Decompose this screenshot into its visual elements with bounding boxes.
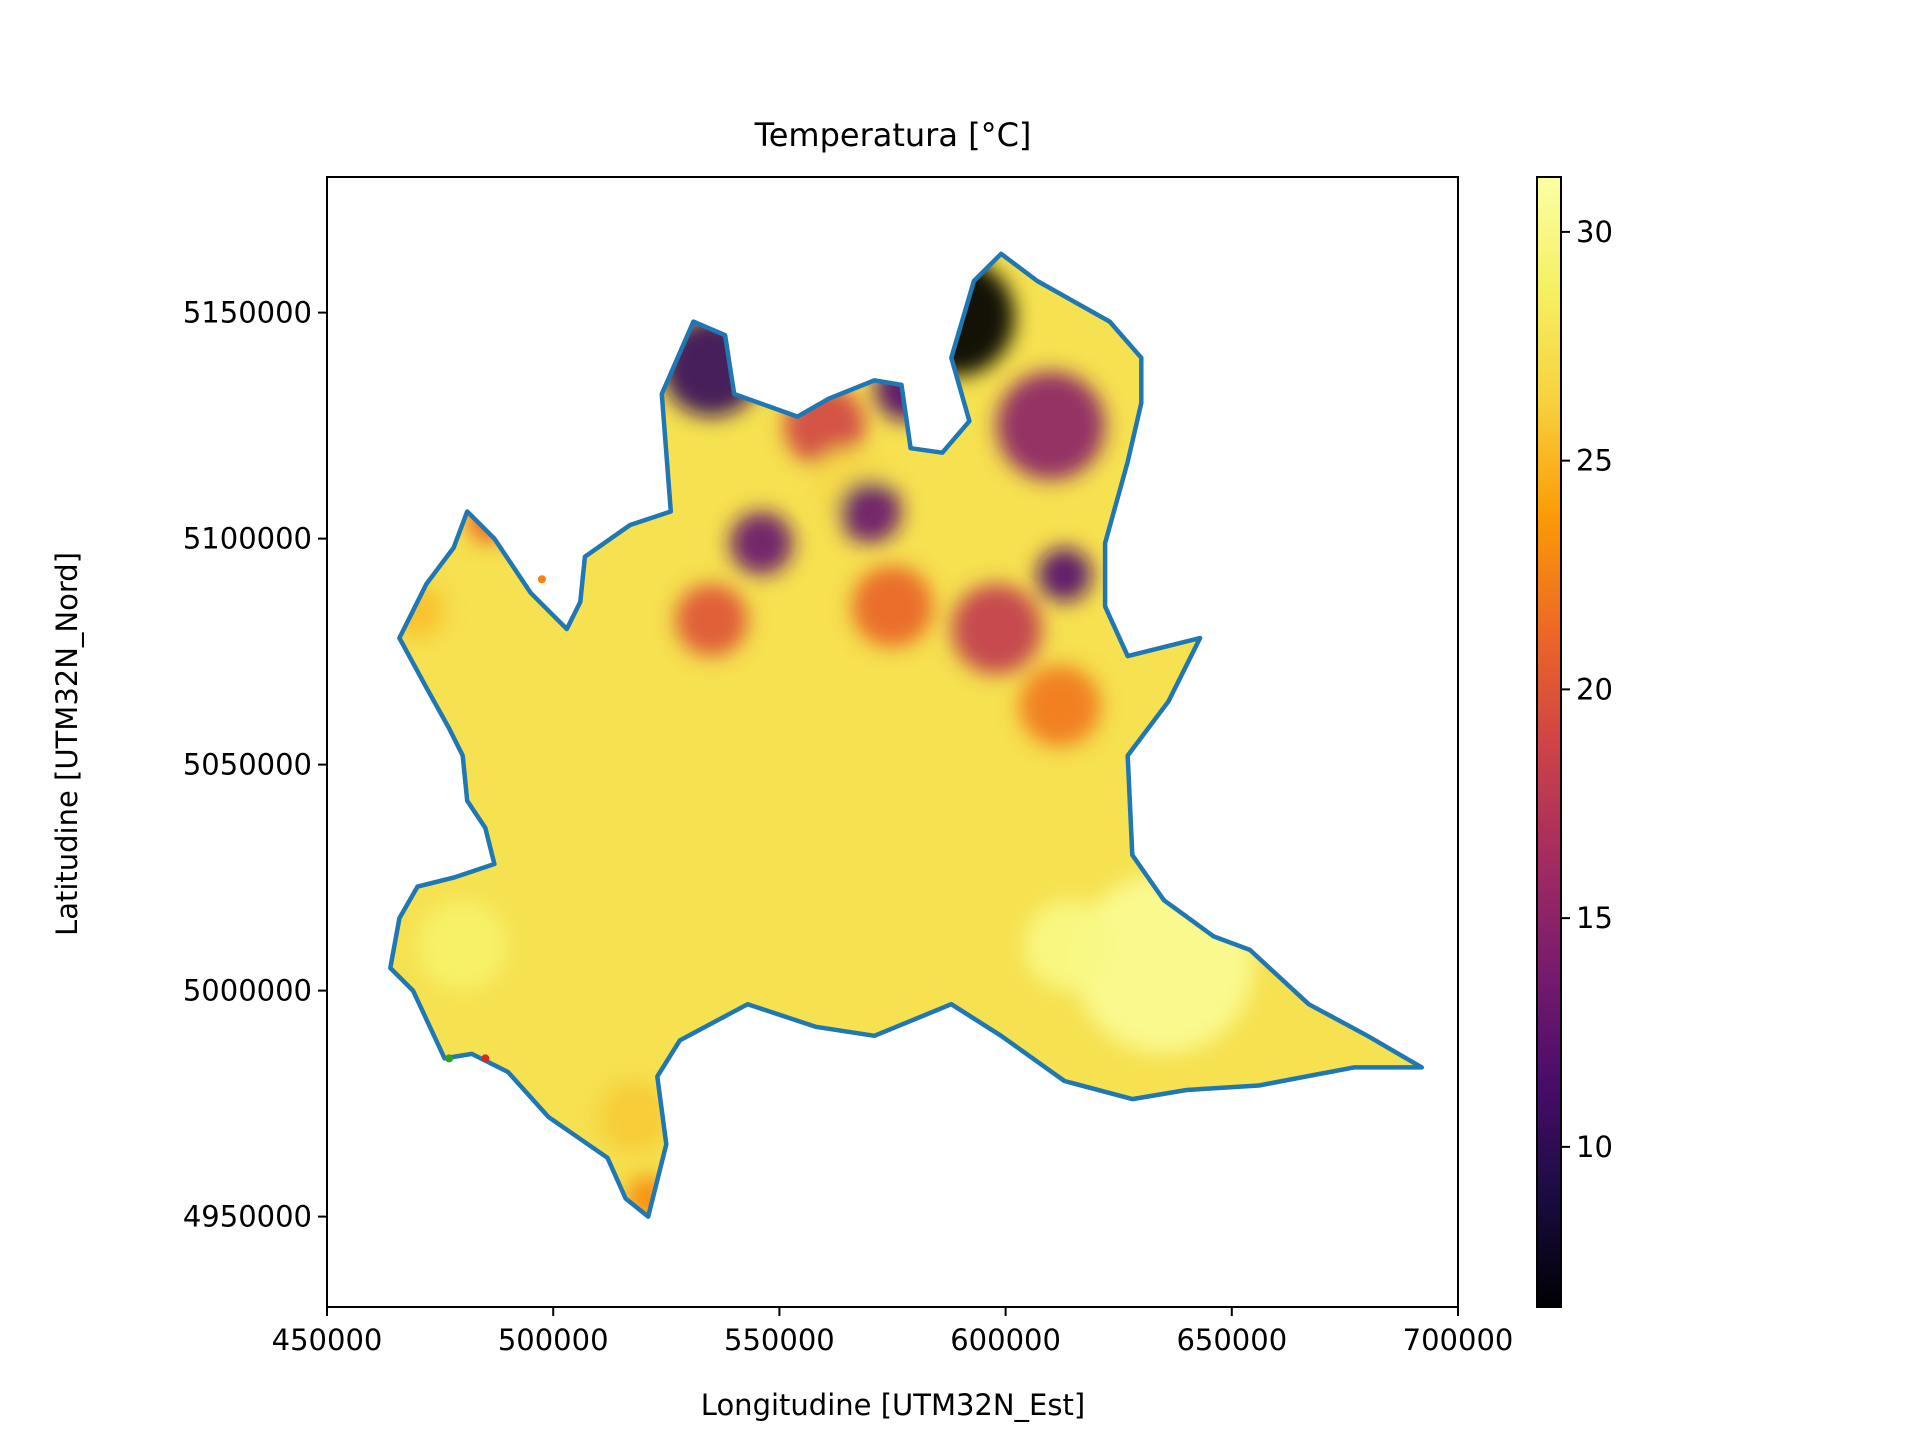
temperature-hotspot: [1023, 900, 1115, 991]
temperature-hotspot: [1019, 665, 1101, 747]
y-axis: 4950000 5000000 5050000 5100000 5150000: [183, 296, 327, 1234]
x-tick-label: 600000: [950, 1323, 1061, 1357]
colorbar-tick-label: 20: [1576, 672, 1613, 706]
x-tick-label: 450000: [272, 1323, 383, 1357]
boundary-marker: [445, 1054, 454, 1063]
x-tick-label: 650000: [1176, 1323, 1287, 1357]
temperature-hotspot: [417, 900, 508, 991]
temperature-hotspot: [996, 371, 1106, 480]
boundary-marker: [537, 575, 546, 584]
colorbar: [1536, 176, 1562, 1308]
temperature-hotspot: [951, 583, 1042, 675]
chart-title: Temperatura [°C]: [754, 116, 1032, 154]
temperature-hotspot: [1037, 547, 1092, 602]
y-tick-label: 4950000: [183, 1200, 312, 1234]
boundary-markers: [445, 575, 546, 1063]
temperature-hotspot: [675, 583, 748, 657]
temperature-hotspot: [851, 565, 934, 648]
y-tick-label: 5100000: [183, 522, 312, 556]
colorbar-tick-label: 10: [1576, 1130, 1613, 1164]
y-tick-label: 5050000: [183, 748, 312, 782]
temperature-hotspot: [729, 511, 793, 575]
boundary-marker: [481, 1054, 490, 1063]
y-tick-label: 5150000: [183, 296, 312, 330]
colorbar-tick-label: 25: [1576, 444, 1613, 478]
colorbar-tick-label: 30: [1576, 215, 1613, 249]
temperature-hotspot: [838, 479, 902, 544]
colorbar-tick-label: 15: [1576, 901, 1613, 935]
y-tick-label: 5000000: [183, 974, 312, 1008]
region-boundary: [388, 251, 1425, 1219]
colorbar-ticks: 10 15 20 25 30: [1561, 215, 1613, 1164]
x-axis-label: Longitudine [UTM32N_Est]: [701, 1388, 1085, 1422]
x-tick-label: 550000: [724, 1323, 835, 1357]
temperature-hotspot: [897, 258, 1015, 376]
x-axis: 450000 500000 550000 600000 650000 700000: [272, 1307, 1514, 1357]
region-base-fill: [390, 253, 1422, 1217]
temperature-hotspots: [390, 258, 1255, 1217]
temperature-field: [390, 253, 1422, 1217]
plot-frame: [326, 176, 1459, 1308]
x-tick-label: 500000: [498, 1323, 609, 1357]
temperature-hotspot: [390, 583, 445, 639]
y-axis-label: Latitudine [UTM32N_Nord]: [50, 552, 84, 936]
x-tick-label: 700000: [1403, 1323, 1514, 1357]
temperature-hotspot: [598, 1080, 671, 1154]
temperature-hotspot: [661, 317, 762, 417]
